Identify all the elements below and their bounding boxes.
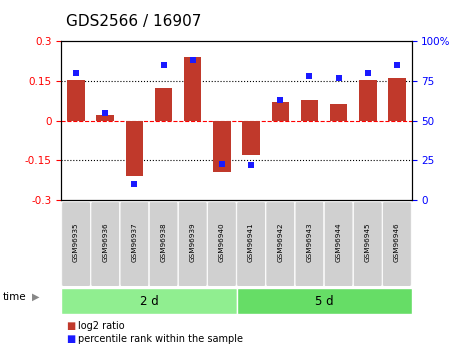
Bar (359, 80, 377, 121)
FancyBboxPatch shape (295, 202, 324, 286)
Point (335, 75, 342, 81)
Text: time: time (2, 292, 26, 302)
FancyBboxPatch shape (324, 202, 353, 286)
Text: GSM96937: GSM96937 (131, 223, 138, 262)
Point (306, 73, 313, 79)
Bar (67, 80, 85, 121)
Point (72, 70, 80, 76)
Bar (61, 288, 236, 314)
Bar (301, 100, 318, 121)
Bar (126, 121, 143, 176)
Text: ■: ■ (66, 321, 76, 331)
FancyBboxPatch shape (208, 202, 236, 286)
Text: GSM96942: GSM96942 (277, 223, 283, 262)
Text: ▶: ▶ (32, 292, 40, 302)
Point (160, 62, 167, 68)
Text: GSM96946: GSM96946 (394, 223, 400, 262)
FancyBboxPatch shape (237, 202, 265, 286)
Bar (96, 116, 114, 121)
Text: GSM96941: GSM96941 (248, 223, 254, 262)
Text: GSM96944: GSM96944 (335, 223, 342, 262)
Point (364, 70, 372, 76)
Text: log2 ratio: log2 ratio (78, 321, 125, 331)
Text: ■: ■ (66, 334, 76, 344)
Bar (213, 121, 231, 172)
Point (276, 97, 284, 103)
Text: 2 d: 2 d (140, 295, 158, 307)
Text: GDS2566 / 16907: GDS2566 / 16907 (66, 14, 201, 29)
FancyBboxPatch shape (91, 202, 120, 286)
Point (189, 58, 197, 63)
Bar (242, 121, 260, 155)
Bar (272, 102, 289, 121)
Point (131, 181, 138, 187)
Text: 5 d: 5 d (315, 295, 333, 307)
Text: GSM96943: GSM96943 (307, 223, 313, 262)
Point (247, 162, 255, 168)
Text: GSM96938: GSM96938 (160, 223, 166, 262)
Text: GSM96940: GSM96940 (219, 223, 225, 262)
FancyBboxPatch shape (120, 202, 149, 286)
Bar (155, 88, 172, 121)
FancyBboxPatch shape (383, 202, 411, 286)
Point (393, 62, 401, 68)
FancyBboxPatch shape (62, 202, 90, 286)
Bar (184, 57, 201, 121)
Text: GSM96939: GSM96939 (190, 223, 196, 262)
Bar (330, 104, 347, 121)
Text: GSM96936: GSM96936 (102, 223, 108, 262)
Bar (236, 288, 412, 314)
Point (218, 161, 226, 166)
FancyBboxPatch shape (353, 202, 382, 286)
Bar (388, 78, 406, 121)
Text: GSM96935: GSM96935 (73, 223, 79, 262)
FancyBboxPatch shape (149, 202, 178, 286)
Text: percentile rank within the sample: percentile rank within the sample (78, 334, 243, 344)
Text: GSM96945: GSM96945 (365, 223, 371, 262)
FancyBboxPatch shape (266, 202, 295, 286)
Point (101, 110, 109, 116)
FancyBboxPatch shape (178, 202, 207, 286)
